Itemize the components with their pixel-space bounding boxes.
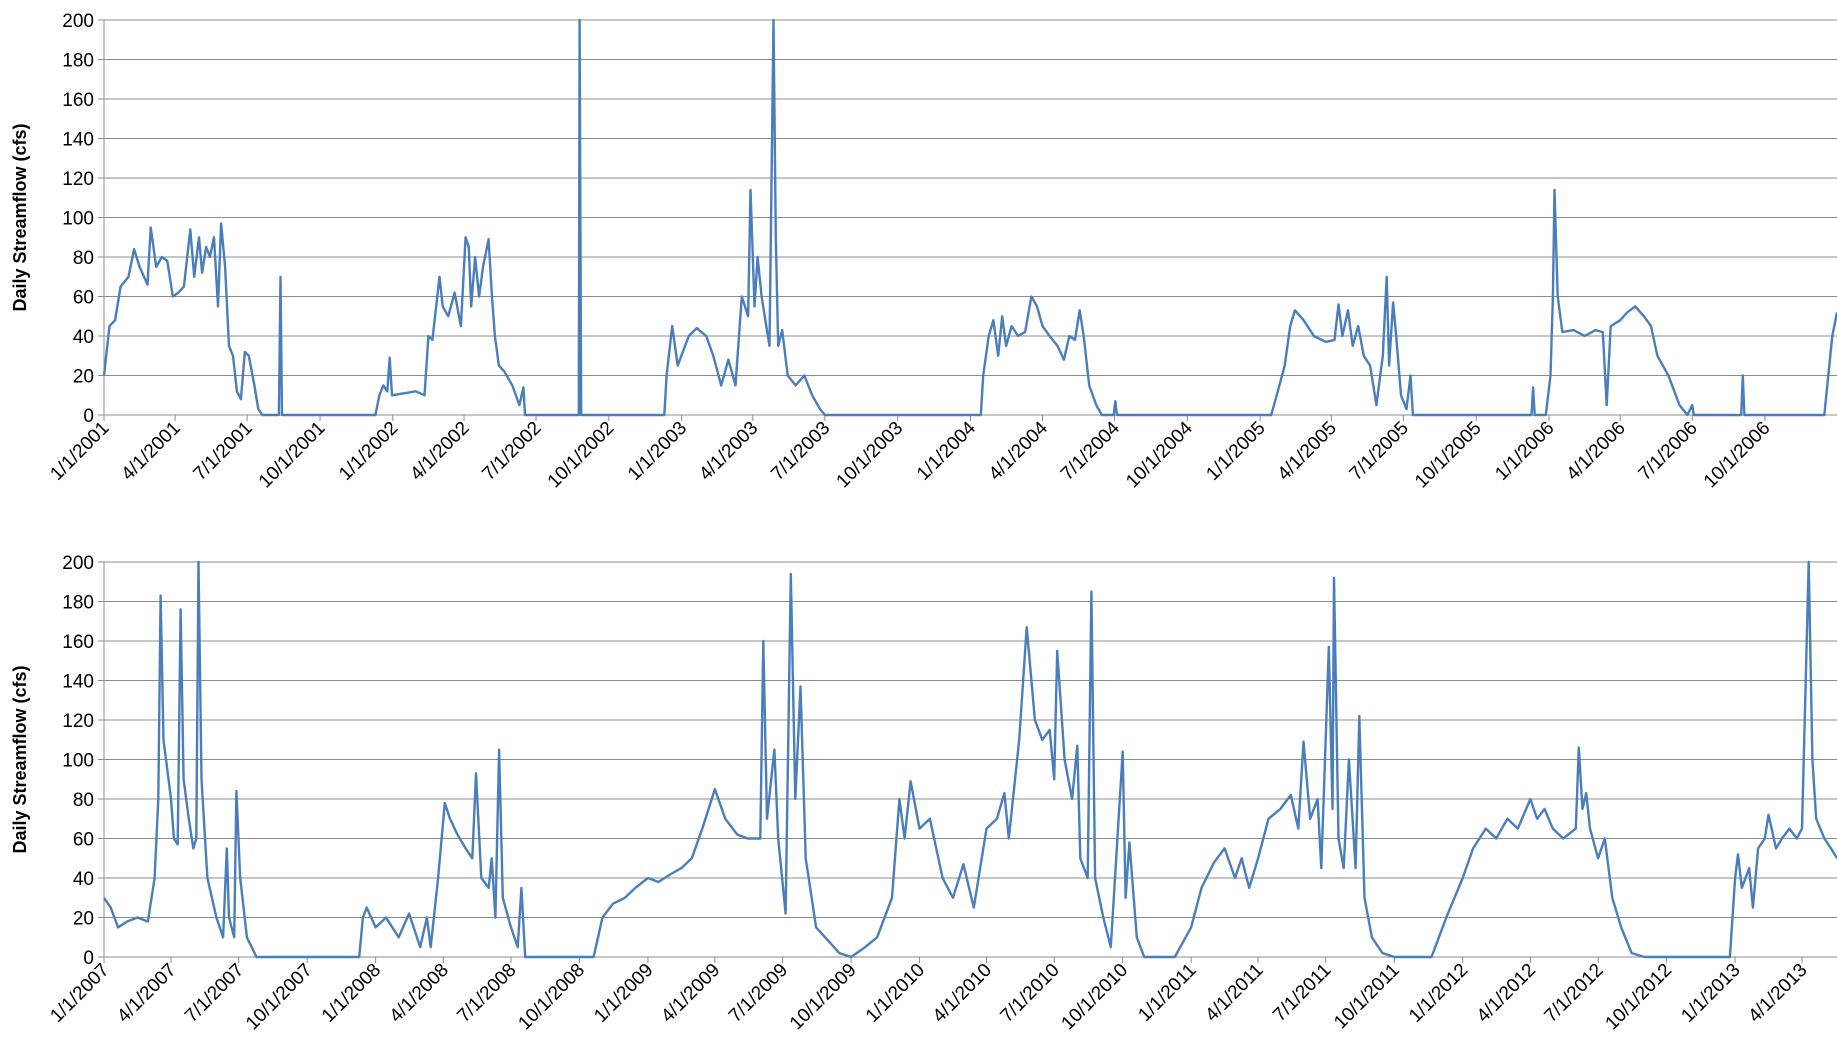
streamflow-line bbox=[102, 18, 1837, 417]
x-tick-label: 4/1/2007 bbox=[113, 960, 180, 1027]
y-tick-label: 20 bbox=[73, 909, 94, 930]
x-tick-label: 4/1/2001 bbox=[118, 418, 185, 485]
x-tick-label: 7/1/2011 bbox=[1269, 960, 1335, 1026]
x-tick-label: 10/1/2003 bbox=[833, 418, 908, 493]
y-tick-label: 20 bbox=[73, 367, 94, 388]
x-tick-label: 1/1/2004 bbox=[913, 417, 980, 484]
streamflow-line bbox=[103, 560, 1837, 959]
x-tick-label: 7/1/2006 bbox=[1635, 418, 1702, 485]
y-tick-label: 100 bbox=[62, 751, 94, 772]
y-tick-label: 120 bbox=[62, 169, 94, 190]
x-tick-label: 1/1/2009 bbox=[590, 960, 657, 1027]
x-tick-label: 7/1/2009 bbox=[725, 960, 792, 1027]
x-tick-label: 10/1/2010 bbox=[1058, 960, 1133, 1035]
y-tick-label: 160 bbox=[62, 632, 94, 653]
x-tick-label: 10/1/2011 bbox=[1330, 960, 1404, 1034]
y-tick-label: 40 bbox=[73, 869, 94, 890]
y-axis-label: Daily Streamflow (cfs) bbox=[10, 665, 30, 853]
y-tick-label: 140 bbox=[62, 672, 94, 693]
x-tick-label: 1/1/2006 bbox=[1491, 418, 1558, 485]
y-tick-label: 80 bbox=[73, 790, 94, 811]
x-tick-label: 4/1/2012 bbox=[1473, 960, 1540, 1027]
y-axis-label: Daily Streamflow (cfs) bbox=[10, 123, 30, 311]
x-tick-label: 10/1/2004 bbox=[1122, 417, 1197, 492]
y-tick-label: 40 bbox=[73, 327, 94, 348]
x-tick-label: 10/1/2007 bbox=[242, 960, 317, 1035]
x-tick-label: 10/1/2005 bbox=[1411, 418, 1486, 493]
x-tick-label: 7/1/2001 bbox=[190, 418, 257, 485]
x-tick-label: 7/1/2008 bbox=[453, 960, 520, 1027]
x-tick-label: 1/1/2012 bbox=[1405, 960, 1472, 1027]
x-tick-label: 7/1/2005 bbox=[1346, 418, 1413, 485]
x-tick-label: 7/1/2010 bbox=[997, 960, 1064, 1027]
x-tick-label: 7/1/2004 bbox=[1057, 417, 1124, 484]
x-tick-label: 7/1/2012 bbox=[1541, 960, 1608, 1027]
y-tick-label: 0 bbox=[83, 948, 94, 969]
x-tick-label: 1/1/2013 bbox=[1677, 960, 1744, 1027]
x-tick-label: 4/1/2005 bbox=[1274, 418, 1341, 485]
y-tick-label: 160 bbox=[62, 90, 94, 111]
x-tick-label: 4/1/2013 bbox=[1744, 960, 1811, 1027]
x-tick-label: 10/1/2006 bbox=[1700, 418, 1775, 493]
x-tick-label: 4/1/2006 bbox=[1563, 418, 1630, 485]
y-tick-label: 180 bbox=[62, 51, 94, 72]
x-tick-label: 10/1/2002 bbox=[544, 418, 619, 493]
x-tick-label: 4/1/2008 bbox=[386, 960, 453, 1027]
x-tick-label: 1/1/2001 bbox=[46, 418, 113, 485]
x-tick-label: 10/1/2008 bbox=[514, 960, 589, 1035]
x-tick-label: 1/1/2002 bbox=[335, 418, 402, 485]
y-tick-label: 0 bbox=[83, 406, 94, 427]
x-tick-label: 4/1/2002 bbox=[406, 418, 473, 485]
y-tick-label: 100 bbox=[62, 209, 94, 230]
x-tick-label: 10/1/2012 bbox=[1602, 960, 1677, 1035]
x-tick-label: 4/1/2004 bbox=[985, 417, 1052, 484]
x-tick-label: 1/1/2010 bbox=[862, 960, 929, 1027]
y-tick-label: 200 bbox=[62, 553, 94, 574]
x-tick-label: 4/1/2011 bbox=[1201, 960, 1267, 1026]
x-tick-label: 4/1/2003 bbox=[695, 418, 762, 485]
x-tick-label: 1/1/2008 bbox=[318, 960, 385, 1027]
x-tick-label: 1/1/2003 bbox=[624, 418, 691, 485]
y-tick-label: 200 bbox=[62, 11, 94, 32]
x-tick-label: 4/1/2009 bbox=[657, 960, 724, 1027]
x-tick-label: 4/1/2010 bbox=[929, 960, 996, 1027]
x-tick-label: 7/1/2007 bbox=[181, 960, 248, 1027]
y-tick-label: 60 bbox=[73, 830, 94, 851]
x-tick-label: 1/1/2005 bbox=[1203, 418, 1270, 485]
y-tick-label: 180 bbox=[62, 593, 94, 614]
y-tick-label: 60 bbox=[73, 288, 94, 309]
x-tick-label: 10/1/2009 bbox=[786, 960, 861, 1035]
y-tick-label: 140 bbox=[62, 130, 94, 151]
y-tick-label: 120 bbox=[62, 711, 94, 732]
x-tick-label: 7/1/2003 bbox=[767, 418, 834, 485]
x-tick-label: 10/1/2001 bbox=[255, 418, 330, 493]
x-tick-label: 1/1/2011 bbox=[1135, 960, 1201, 1026]
x-tick-label: 1/1/2007 bbox=[46, 960, 113, 1027]
x-tick-label: 7/1/2002 bbox=[478, 418, 545, 485]
y-tick-label: 80 bbox=[73, 248, 94, 269]
